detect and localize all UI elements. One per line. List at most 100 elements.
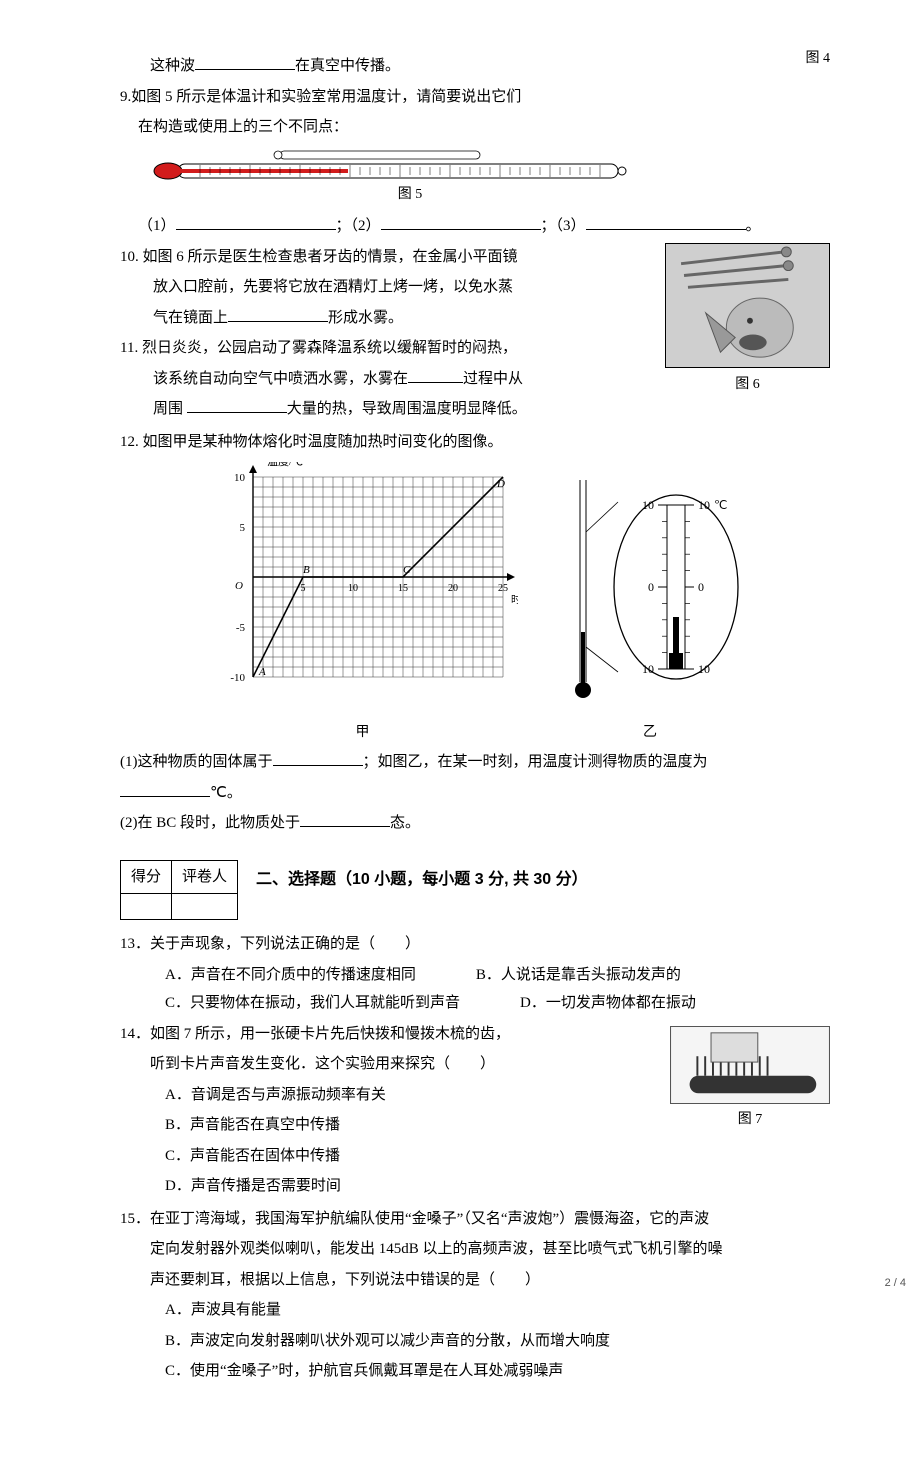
q11-text2a: 该系统自动向空气中喷洒水雾，水雾在 xyxy=(153,371,408,387)
q9-p1: （1） xyxy=(138,218,176,234)
fig4-label: 图 4 xyxy=(806,51,831,66)
q11-text2b: 过程中从 xyxy=(463,371,523,387)
q9-line1: 9.如图 5 所示是体温计和实验室常用温度计，请简要说出它们 xyxy=(120,83,830,112)
q12-text: 如图甲是某种物体熔化时温度随加热时间变化的图像。 xyxy=(143,434,503,450)
q15-line1: 15．在亚丁湾海域，我国海军护航编队使用“金嗓子”（又名“声波炮”）震慑海盗，它… xyxy=(120,1205,830,1234)
thermometer-svg xyxy=(150,150,630,180)
q15-line2: 定向发射器外观类似喇叭，能发出 145dB 以上的高频声波，甚至比喷气式飞机引擎… xyxy=(120,1235,830,1264)
q11-text3b: 大量的热，导致周围温度明显降低。 xyxy=(287,401,527,417)
svg-text:10: 10 xyxy=(642,662,654,676)
q8-text-a: 这种波 xyxy=(150,58,195,74)
q15-line3: 声还要刺耳，根据以上信息，下列说法中错误的是（ ） xyxy=(120,1266,830,1295)
q9-blank3[interactable] xyxy=(586,215,746,230)
q10-num: 10. xyxy=(120,249,139,265)
q12-figures: 10 5 O -5 -10 温度/℃ 5 10 15 20 25 时间/min … xyxy=(120,462,830,746)
fig5-label: 图 5 xyxy=(150,182,670,209)
q13-text: 关于声现象，下列说法正确的是（ ） xyxy=(150,936,420,952)
q11-blank2[interactable] xyxy=(187,398,287,413)
q13-optD[interactable]: D．一切发声物体都在振动 xyxy=(520,989,696,1018)
score-hdr-right: 评卷人 xyxy=(172,860,238,894)
q10-text3b: 形成水雾。 xyxy=(328,310,403,326)
svg-text:10: 10 xyxy=(348,583,358,594)
q12-sub2: (2)在 BC 段时，此物质处于态。 xyxy=(120,809,830,838)
q8-line: 这种波 在真空中传播。 xyxy=(120,52,830,81)
q12-sub1a: (1)这种物质的固体属于 xyxy=(120,754,273,770)
q15-text1: 在亚丁湾海域，我国海军护航编队使用“金嗓子”（又名“声波炮”）震慑海盗，它的声波 xyxy=(150,1211,709,1227)
q15-num: 15． xyxy=(120,1211,150,1227)
dentist-image xyxy=(665,243,830,368)
svg-text:C: C xyxy=(403,564,411,576)
score-cell-right[interactable] xyxy=(172,894,238,920)
q14-num: 14． xyxy=(120,1026,150,1042)
q13-num: 13． xyxy=(120,936,150,952)
q9-line2: 在构造或使用上的三个不同点： xyxy=(120,113,830,142)
q12-sub1c: ℃。 xyxy=(210,785,242,801)
q12-blank1[interactable] xyxy=(273,751,363,766)
q11-blank1[interactable] xyxy=(408,368,463,383)
q12-sub1: (1)这种物质的固体属于 ；如图乙，在某一时刻，用温度计测得物质的温度为 xyxy=(120,748,830,777)
chart-yi-label: 乙 xyxy=(558,720,743,747)
q15-optB[interactable]: B．声波定向发射器喇叭状外观可以减少声音的分散，从而增大响度 xyxy=(120,1327,830,1356)
q11-text3a: 周围 xyxy=(153,401,183,417)
svg-text:20: 20 xyxy=(448,583,458,594)
svg-text:温度/℃: 温度/℃ xyxy=(267,462,303,468)
q12-blank3[interactable] xyxy=(300,812,390,827)
svg-text:15: 15 xyxy=(398,583,408,594)
svg-text:0: 0 xyxy=(648,580,654,594)
chart-jia-label: 甲 xyxy=(208,720,518,747)
q12-sub1c-line: ℃。 xyxy=(120,779,830,808)
q10-text3a: 气在镜面上 xyxy=(153,310,228,326)
q13-stem: 13．关于声现象，下列说法正确的是（ ） xyxy=(120,930,830,959)
q11-text1: 烈日炎炎，公园启动了雾森降温系统以缓解暂时的闷热， xyxy=(142,340,517,356)
q11-num: 11. xyxy=(120,340,138,356)
q13-optC[interactable]: C．只要物体在振动，我们人耳就能听到声音 xyxy=(165,989,460,1018)
q12-num: 12. xyxy=(120,434,139,450)
page-number: 2 / 4 xyxy=(885,1273,906,1294)
svg-text:-5: -5 xyxy=(235,622,245,634)
q9-p3: ；（3） xyxy=(541,218,586,234)
q9-p2: ；（2） xyxy=(336,218,381,234)
q15-optC[interactable]: C．使用“金嗓子”时，护航官兵佩戴耳罩是在人耳处减弱噪声 xyxy=(120,1357,830,1386)
q10-text1: 如图 6 所示是医生检查患者牙齿的情景，在金属小平面镜 xyxy=(143,249,518,265)
q12-sub1b: ；如图乙，在某一时刻，用温度计测得物质的温度为 xyxy=(363,754,708,770)
q10-blank[interactable] xyxy=(228,307,328,322)
fig7-label: 图 7 xyxy=(670,1107,830,1134)
svg-text:5: 5 xyxy=(300,583,305,594)
q14-optC[interactable]: C．声音能否在固体中传播 xyxy=(120,1142,830,1171)
q15-optA[interactable]: A．声波具有能量 xyxy=(120,1296,830,1325)
comb-image xyxy=(670,1026,830,1104)
q8-text-b: 在真空中传播。 xyxy=(295,58,400,74)
svg-text:B: B xyxy=(303,564,310,576)
svg-text:A: A xyxy=(258,666,266,678)
q12-blank2[interactable] xyxy=(120,782,210,797)
score-hdr-left: 得分 xyxy=(121,860,172,894)
q9-blanks: （1）；（2）；（3）。 xyxy=(120,212,830,241)
svg-text:25: 25 xyxy=(498,583,508,594)
score-cell-left[interactable] xyxy=(121,894,172,920)
svg-text:℃: ℃ xyxy=(714,498,727,512)
svg-text:10: 10 xyxy=(642,498,654,512)
q8-blank[interactable] xyxy=(195,55,295,70)
line-chart-jia: 10 5 O -5 -10 温度/℃ 5 10 15 20 25 时间/min … xyxy=(208,462,518,707)
q14-optD[interactable]: D．声音传播是否需要时间 xyxy=(120,1172,830,1201)
fig6-block: 图 6 xyxy=(665,243,830,399)
section2-title: 二、选择题（10 小题，每小题 3 分, 共 30 分） xyxy=(238,852,830,908)
q9-blank1[interactable] xyxy=(176,215,336,230)
q13-optA[interactable]: A．声音在不同介质中的传播速度相同 xyxy=(165,961,416,990)
q14-text1: 如图 7 所示，用一张硬卡片先后快拨和慢拨木梳的齿， xyxy=(150,1026,510,1042)
q13-optB[interactable]: B．人说话是靠舌头振动发声的 xyxy=(476,961,681,990)
q11-line3: 周围 大量的热，导致周围温度明显降低。 xyxy=(120,395,830,424)
svg-text:0: 0 xyxy=(698,580,704,594)
thermometer-figure: 图 5 xyxy=(150,150,670,209)
q12-sub2b: 态。 xyxy=(390,815,420,831)
thermometer-yi: 10 10 0 0 10 10 ℃ xyxy=(558,472,743,707)
svg-text:10: 10 xyxy=(698,498,710,512)
q9-text1: 如图 5 所示是体温计和实验室常用温度计，请简要说出它们 xyxy=(131,89,521,105)
q12-intro: 12. 如图甲是某种物体熔化时温度随加热时间变化的图像。 xyxy=(120,428,830,457)
q9-blank2[interactable] xyxy=(381,215,541,230)
svg-text:D: D xyxy=(496,478,505,490)
q9-num: 9. xyxy=(120,89,131,105)
svg-text:10: 10 xyxy=(698,662,710,676)
svg-text:-10: -10 xyxy=(230,672,245,684)
svg-text:5: 5 xyxy=(239,522,245,534)
